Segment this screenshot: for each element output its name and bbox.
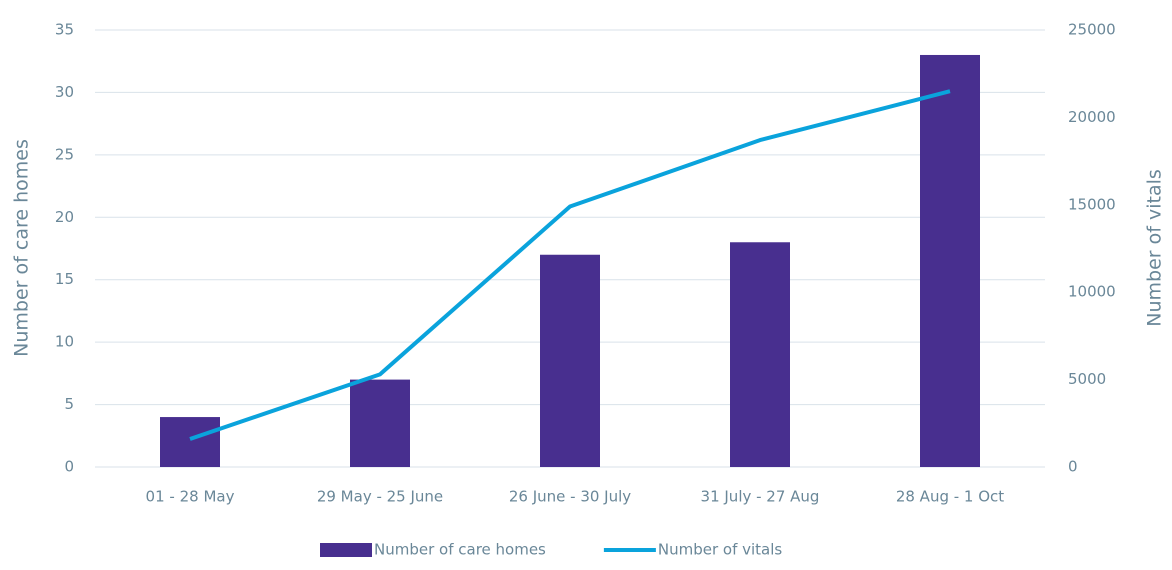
- y2-tick-label: 5000: [1068, 370, 1106, 388]
- x-tick-label: 29 May - 25 June: [317, 488, 443, 506]
- legend-label: Number of vitals: [658, 541, 783, 559]
- bar: [540, 254, 600, 467]
- x-tick-label: 26 June - 30 July: [509, 488, 631, 506]
- y-tick-label: 15: [55, 270, 74, 288]
- y-axis-title: Number of care homes: [11, 139, 33, 357]
- y-tick-label: 25: [55, 145, 74, 163]
- x-tick-label: 31 July - 27 Aug: [701, 488, 820, 506]
- x-tick-label: 28 Aug - 1 Oct: [896, 488, 1004, 506]
- y-tick-label: 0: [64, 458, 74, 476]
- bar: [920, 54, 980, 467]
- y2-tick-label: 10000: [1068, 283, 1116, 301]
- bar: [160, 417, 220, 467]
- y-tick-label: 35: [55, 21, 74, 39]
- bar: [730, 242, 790, 467]
- y2-tick-label: 15000: [1068, 195, 1116, 213]
- y2-tick-label: 0: [1068, 458, 1078, 476]
- y-tick-label: 5: [64, 395, 74, 413]
- y-tick-label: 20: [55, 208, 74, 226]
- y-tick-label: 30: [55, 83, 74, 101]
- x-tick-label: 01 - 28 May: [146, 488, 235, 506]
- y2-tick-label: 20000: [1068, 108, 1116, 126]
- legend-swatch: [320, 543, 372, 557]
- y2-tick-label: 25000: [1068, 21, 1116, 39]
- bar: [350, 379, 410, 467]
- legend-label: Number of care homes: [374, 541, 546, 559]
- line: [189, 89, 951, 441]
- y2-axis-title: Number of vitals: [1144, 169, 1166, 327]
- y-tick-label: 10: [55, 333, 74, 351]
